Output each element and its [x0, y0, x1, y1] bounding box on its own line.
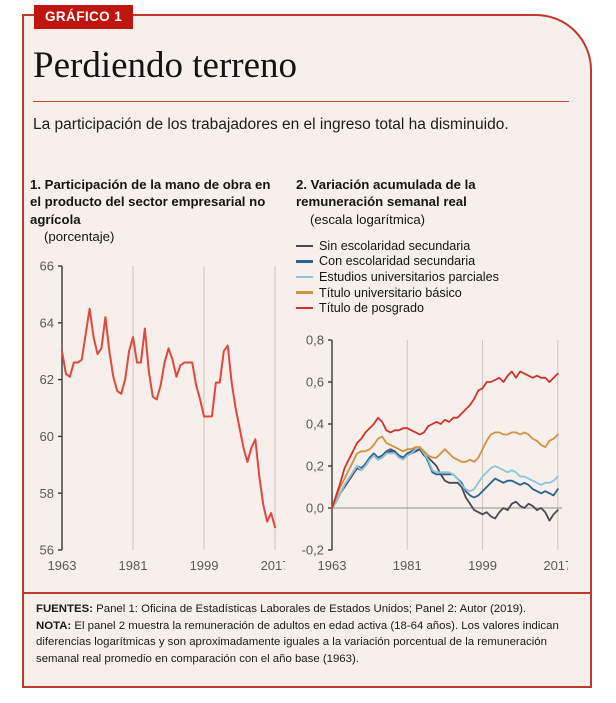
series-line: [61, 307, 277, 529]
legend-item: Sin escolaridad secundaria: [296, 238, 499, 254]
panel2-title: Variación acumulada de la remuneración s…: [296, 177, 476, 210]
panel2-chart: -0,2 0,0 0,2 0,4 0,6 0,8 1963 1981 1999 2017: [296, 332, 568, 580]
y-tick-label: 64: [40, 315, 54, 330]
legend-swatch-icon: [296, 244, 313, 248]
sources-line: FUENTES: Panel 1: Oficina de Estadística…: [36, 601, 578, 618]
series-line: [331, 448, 559, 522]
page-subtitle: La participación de los trabajadores en …: [33, 116, 509, 133]
legend-item: Estudios universitarios parciales: [296, 269, 499, 285]
panel2-heading: 2. Variación acumulada de la remuneració…: [296, 176, 566, 228]
x-tick-label: 1963: [318, 558, 347, 573]
series-line: [331, 446, 559, 509]
x-tick-label: 1999: [468, 558, 497, 573]
note-text: El panel 2 muestra la remuneración de ad…: [36, 619, 559, 665]
title-divider: [33, 101, 569, 102]
legend-item: Título de posgrado: [296, 300, 499, 316]
panel1-unit: (porcentaje): [44, 229, 115, 245]
legend-swatch-icon: [296, 275, 313, 279]
panel2-unit: (escala logarítmica): [310, 211, 426, 227]
sources-text: Panel 1: Oficina de Estadísticas Laboral…: [96, 603, 527, 615]
note-label: NOTA:: [36, 619, 72, 632]
panel2-number: 2.: [296, 177, 307, 192]
series-line: [331, 446, 559, 509]
x-tick-label: 1999: [190, 558, 219, 573]
note-line: NOTA: El panel 2 muestra la remuneración…: [36, 618, 578, 668]
y-tick-label: 58: [40, 486, 54, 501]
y-tick-label: 66: [40, 259, 54, 274]
y-tick-label: 60: [40, 429, 54, 444]
panel1-heading: 1. Participación de la mano de obra en e…: [30, 176, 280, 246]
series-line: [331, 431, 559, 509]
x-tick-label: 1981: [393, 558, 422, 573]
panel2-legend: Sin escolaridad secundaria Con escolarida…: [296, 238, 499, 316]
y-tick-label: 62: [40, 372, 54, 387]
x-tick-label: 2017: [261, 558, 285, 573]
legend-item: Con escolaridad secundaria: [296, 254, 499, 270]
x-tick-label: 1981: [119, 558, 148, 573]
series-line: [331, 370, 559, 509]
panel1-title: Participación de la mano de obra en el p…: [30, 177, 271, 227]
x-tick-label: 2017: [543, 558, 568, 573]
legend-item: Título universitario básico: [296, 285, 499, 301]
panel1-number: 1.: [30, 177, 41, 192]
legend-label: Título de posgrado: [319, 301, 425, 316]
y-tick-label: 0,2: [306, 459, 324, 474]
page-title: Perdiendo terreno: [33, 45, 298, 86]
chart-card: [22, 14, 592, 594]
legend-label: Con escolaridad secundaria: [319, 254, 476, 269]
legend-swatch-icon: [296, 291, 313, 294]
panel1-chart: 56 58 60 62 64 66 1963 1981 1999 2017: [30, 258, 285, 580]
y-tick-label: 0,0: [306, 501, 324, 516]
y-tick-label: 0,4: [306, 417, 324, 432]
y-tick-label: 56: [40, 543, 54, 558]
x-tick-label: 1963: [48, 558, 77, 573]
legend-swatch-icon: [296, 306, 313, 310]
legend-label: Sin escolaridad secundaria: [319, 238, 471, 253]
sources-label: FUENTES:: [36, 603, 93, 615]
legend-label: Estudios universitarios parciales: [319, 269, 499, 284]
y-tick-label: 0,8: [306, 333, 324, 348]
legend-label: Título universitario básico: [319, 285, 462, 300]
legend-swatch-icon: [296, 260, 313, 263]
y-tick-label: -0,2: [302, 543, 324, 558]
y-tick-label: 0,6: [306, 375, 324, 390]
graphic-badge: GRÁFICO 1: [34, 5, 134, 29]
footer-notes: FUENTES: Panel 1: Oficina de Estadística…: [22, 594, 592, 688]
